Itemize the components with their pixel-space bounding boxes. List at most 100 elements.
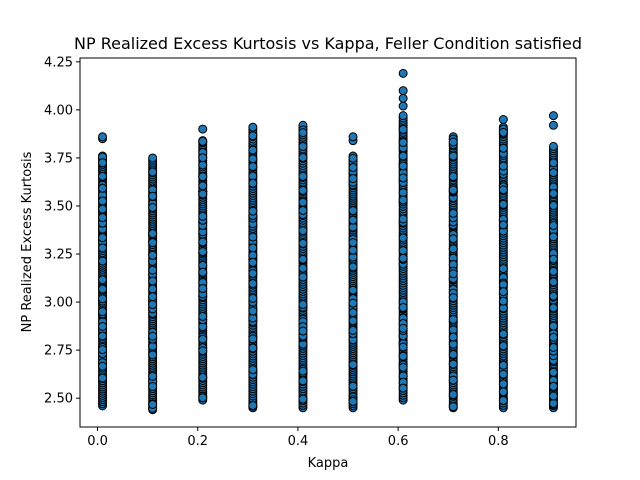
- scatter-point: [498, 296, 508, 306]
- scatter-point: [148, 167, 158, 177]
- scatter-point: [498, 369, 508, 379]
- scatter-point: [398, 151, 408, 161]
- scatter-point: [298, 185, 308, 195]
- scatter-point: [348, 215, 358, 225]
- scatter-point: [148, 371, 158, 381]
- scatter-point: [148, 284, 158, 294]
- scatter-point: [198, 372, 208, 382]
- scatter-point: [198, 124, 208, 134]
- scatter-point: [148, 202, 158, 212]
- scatter-point: [298, 326, 308, 336]
- scatter-point: [148, 350, 158, 360]
- scatter-point: [498, 387, 508, 397]
- scatter-point: [548, 398, 558, 408]
- scatter-point: [548, 221, 558, 231]
- scatter-point: [98, 183, 108, 193]
- scatter-point: [348, 153, 358, 163]
- x-axis-label: Kappa: [308, 456, 349, 471]
- scatter-point: [248, 171, 258, 181]
- scatter-point: [198, 393, 208, 403]
- scatter-point: [398, 101, 408, 111]
- scatter-point: [298, 171, 308, 181]
- y-tick-label: 2.50: [44, 392, 73, 407]
- y-tick-label: 4.25: [44, 55, 73, 70]
- scatter-point: [448, 244, 458, 254]
- chart-title: NP Realized Excess Kurtosis vs Kappa, Fe…: [74, 34, 582, 53]
- scatter-point: [498, 127, 508, 137]
- scatter-point: [448, 208, 458, 218]
- scatter-point: [398, 188, 408, 198]
- scatter-point: [348, 262, 358, 272]
- scatter-point: [348, 245, 358, 255]
- y-axis-label: NP Realized Excess Kurtosis: [20, 151, 35, 332]
- scatter-point: [198, 334, 208, 344]
- scatter-point: [348, 381, 358, 391]
- scatter-point: [548, 381, 558, 391]
- scatter-point: [548, 321, 558, 331]
- scatter-point: [248, 306, 258, 316]
- scatter-point: [398, 323, 408, 333]
- scatter-point: [398, 214, 408, 224]
- scatter-point: [398, 233, 408, 243]
- scatter-point: [398, 362, 408, 372]
- scatter-point: [498, 329, 508, 339]
- scatter-point: [298, 205, 308, 215]
- scatter-point: [148, 292, 158, 302]
- scatter-point: [298, 141, 308, 151]
- scatter-point: [198, 189, 208, 199]
- scatter-point: [548, 332, 558, 342]
- scatter-point: [298, 238, 308, 248]
- scatter-point: [548, 277, 558, 287]
- scatter-point: [198, 172, 208, 182]
- scatter-point: [498, 341, 508, 351]
- scatter-point: [298, 152, 308, 162]
- scatter-point: [548, 254, 558, 264]
- scatter-point: [398, 68, 408, 78]
- scatter-point: [98, 204, 108, 214]
- scatter-point: [348, 206, 358, 216]
- scatter-point: [498, 185, 508, 195]
- scatter-point: [548, 391, 558, 401]
- scatter-point: [98, 331, 108, 341]
- scatter-point: [198, 346, 208, 356]
- scatter-point: [348, 396, 358, 406]
- scatter-point: [198, 311, 208, 321]
- y-axis-ticks: 2.50 2.75 3.00 3.25 3.50 3.75 4.00 4.25: [44, 55, 80, 407]
- scatter-point: [448, 390, 458, 400]
- scatter-point: [398, 302, 408, 312]
- scatter-point: [98, 321, 108, 331]
- scatter-point: [498, 143, 508, 153]
- scatter-point: [248, 401, 258, 411]
- scatter-point: [298, 128, 308, 138]
- scatter-point: [398, 173, 408, 183]
- scatter-point: [348, 163, 358, 173]
- scatter-point: [248, 232, 258, 242]
- scatter-point: [448, 332, 458, 342]
- scatter-point: [548, 367, 558, 377]
- scatter-point: [448, 375, 458, 385]
- scatter-point: [98, 345, 108, 355]
- scatter-point: [398, 111, 408, 121]
- scatter-point: [198, 267, 208, 277]
- scatter-point: [548, 188, 558, 198]
- scatter-point: [348, 325, 358, 335]
- x-tick-label: 0.4: [288, 434, 309, 449]
- scatter-point: [398, 138, 408, 148]
- scatter-point: [248, 122, 258, 132]
- scatter-point: [498, 199, 508, 209]
- x-tick-label: 0.0: [87, 434, 108, 449]
- y-tick-label: 3.75: [44, 151, 73, 166]
- scatter-point: [148, 191, 158, 201]
- scatter-point: [248, 206, 258, 216]
- scatter-point: [348, 308, 358, 318]
- scatter-point: [298, 263, 308, 273]
- scatter-point: [248, 243, 258, 253]
- scatter-point: [398, 125, 408, 135]
- scatter-point: [548, 342, 558, 352]
- scatter-point: [398, 93, 408, 103]
- scatter-point: [248, 279, 258, 289]
- scatter-point: [248, 257, 258, 267]
- scatter-point: [398, 246, 408, 256]
